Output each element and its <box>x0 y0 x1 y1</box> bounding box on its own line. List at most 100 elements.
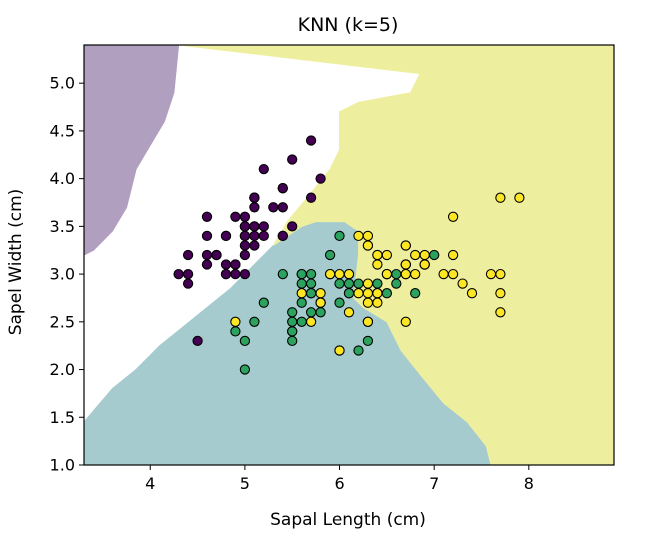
x-tick-label: 8 <box>524 474 534 493</box>
data-point-class-0 <box>268 202 279 213</box>
x-tick-label: 4 <box>145 474 155 493</box>
data-point-class-0 <box>239 268 251 280</box>
data-point-class-2 <box>343 268 355 280</box>
data-point-class-1 <box>391 268 402 280</box>
data-point-class-1 <box>334 230 345 242</box>
data-point-class-1 <box>305 278 317 289</box>
data-point-class-1 <box>410 288 421 299</box>
data-point-class-2 <box>381 268 393 280</box>
data-point-class-0 <box>258 163 269 175</box>
data-point-class-2 <box>438 268 449 280</box>
data-point-class-1 <box>305 268 317 280</box>
plot-frame <box>83 44 615 466</box>
data-point-class-1 <box>324 249 336 261</box>
decision-region-class-0 <box>84 45 180 256</box>
data-point-class-1 <box>362 335 374 347</box>
data-point-class-1 <box>296 316 307 327</box>
data-point-class-1 <box>296 297 307 308</box>
data-point-class-1 <box>353 345 364 356</box>
y-tick-label: 2.5 <box>50 312 75 331</box>
data-point-class-2 <box>400 268 411 280</box>
data-point-class-1 <box>296 268 307 280</box>
data-point-class-2 <box>419 259 430 270</box>
data-point-class-2 <box>334 268 345 280</box>
data-point-class-2 <box>353 230 364 242</box>
data-point-class-1 <box>372 278 383 289</box>
data-point-class-2 <box>362 230 374 242</box>
x-tick-label: 6 <box>334 474 344 493</box>
data-point-class-0 <box>182 249 194 261</box>
data-point-class-0 <box>277 183 288 194</box>
data-point-class-1 <box>334 278 345 289</box>
data-point-class-0 <box>305 135 317 146</box>
data-point-class-2 <box>362 297 374 308</box>
data-point-class-0 <box>249 202 260 213</box>
data-point-class-0 <box>258 221 269 232</box>
data-point-class-0 <box>220 268 232 280</box>
data-point-class-2 <box>343 307 355 318</box>
data-point-class-0 <box>239 249 251 261</box>
data-point-class-0 <box>239 240 251 251</box>
data-point-class-1 <box>239 364 251 375</box>
data-point-class-0 <box>182 268 194 280</box>
chart-title: KNN (k=5) <box>298 14 399 36</box>
data-point-class-2 <box>447 268 459 280</box>
data-point-class-2 <box>400 240 411 251</box>
y-tick-label: 3.5 <box>50 217 75 236</box>
data-point-class-1 <box>343 288 355 299</box>
data-point-class-2 <box>305 316 317 327</box>
data-point-class-2 <box>372 288 383 299</box>
data-point-class-2 <box>372 259 383 270</box>
y-axis-label: Sapel Width (cm) <box>6 189 26 336</box>
data-point-class-0 <box>249 192 260 203</box>
data-point-class-2 <box>372 249 383 261</box>
data-point-class-2 <box>447 249 459 261</box>
y-tick-label: 5.0 <box>50 74 75 93</box>
data-point-class-0 <box>315 173 326 184</box>
data-point-class-1 <box>343 278 355 289</box>
data-point-class-0 <box>277 202 288 213</box>
data-point-class-1 <box>334 297 345 308</box>
data-point-class-2 <box>495 268 506 280</box>
y-tick-label: 4.0 <box>50 169 75 188</box>
data-point-class-2 <box>353 288 364 299</box>
data-point-class-2 <box>372 297 383 308</box>
data-point-class-1 <box>287 335 298 347</box>
data-point-class-2 <box>419 249 430 261</box>
x-axis: 4 5 6 7 8 <box>145 465 534 493</box>
data-point-class-0 <box>239 230 251 242</box>
data-point-class-0 <box>258 230 269 242</box>
y-tick-label: 2.0 <box>50 360 75 379</box>
data-point-class-2 <box>362 278 374 289</box>
decision-region-class-2 <box>178 45 614 465</box>
data-point-class-0 <box>220 259 232 270</box>
y-axis: 1.0 1.5 2.0 2.5 3.0 3.5 4.0 4.5 5.0 <box>50 74 84 475</box>
x-tick-label: 5 <box>240 474 250 493</box>
decision-regions <box>84 45 614 465</box>
data-point-class-2 <box>230 316 241 327</box>
data-point-class-0 <box>173 268 184 280</box>
data-point-class-0 <box>287 221 298 232</box>
data-point-class-0 <box>201 259 213 270</box>
data-point-class-2 <box>315 297 326 308</box>
data-point-class-0 <box>277 230 288 242</box>
data-point-class-2 <box>334 345 345 356</box>
data-point-class-1 <box>287 307 298 318</box>
data-point-class-1 <box>287 326 298 337</box>
y-tick-label: 4.5 <box>50 121 75 140</box>
data-point-class-0 <box>305 192 317 203</box>
data-point-class-0 <box>201 211 213 222</box>
data-point-class-2 <box>362 240 374 251</box>
data-point-class-2 <box>400 259 411 270</box>
data-point-class-2 <box>410 249 421 261</box>
data-point-class-0 <box>249 240 260 251</box>
data-point-class-0 <box>249 230 260 242</box>
data-point-class-2 <box>381 249 393 261</box>
data-point-class-1 <box>277 268 288 280</box>
data-point-class-1 <box>391 278 402 289</box>
data-point-class-2 <box>315 288 326 299</box>
data-point-class-0 <box>239 221 251 232</box>
data-point-class-0 <box>192 335 203 347</box>
data-point-class-2 <box>447 211 459 222</box>
